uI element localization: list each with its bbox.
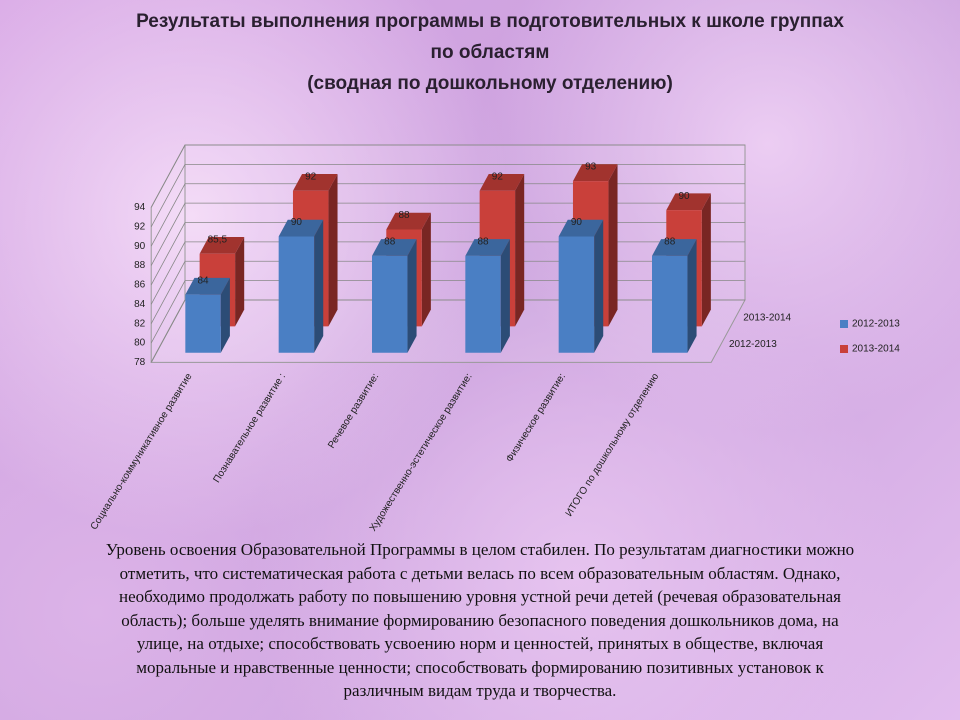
grid-line [150, 202, 745, 266]
value-label: 92 [305, 171, 317, 182]
text-line: улице, на отдыхе; способствовать усвоени… [136, 634, 824, 653]
bar [652, 239, 697, 353]
y-tick-label: 88 [134, 260, 146, 271]
bar-top [185, 277, 230, 295]
text-line: Уровень освоения Образовательной Програм… [105, 540, 855, 559]
text-line: различным видам труда и творчества. [343, 681, 617, 700]
legend-label: 2012-2013 [852, 319, 900, 330]
y-tick-label: 82 [134, 318, 146, 329]
grid-line [150, 260, 745, 324]
legend-swatch [840, 345, 848, 353]
bar [465, 239, 510, 353]
bar-top [372, 239, 417, 256]
value-label: 92 [492, 171, 504, 182]
bar-front [185, 294, 221, 353]
paragraph: Уровень освоения Образовательной Програм… [0, 538, 960, 703]
y-tick-label: 94 [134, 202, 146, 213]
bar [372, 239, 417, 353]
bar-front [465, 255, 501, 353]
bar-side [220, 277, 230, 353]
value-label: 88 [664, 237, 676, 248]
grid-line [150, 280, 745, 344]
grid-line [150, 241, 745, 305]
y-tick-label: 78 [134, 357, 146, 368]
bar-front [372, 255, 408, 353]
chart-title: Результаты выполнения программы в подгот… [136, 11, 844, 63]
bar-front [652, 255, 688, 353]
grid-line [150, 144, 745, 208]
value-label: 88 [384, 237, 396, 248]
x-tick-label: Познавательное развитие : [211, 372, 288, 485]
y-tick-label: 86 [134, 280, 146, 291]
depth-axis-label: 2012-2013 [729, 339, 777, 350]
text-line: отметить, что систематическая работа с д… [119, 563, 841, 583]
legend-label: 2013-2014 [852, 344, 900, 355]
value-label: 88 [478, 237, 490, 248]
bar-side [701, 193, 711, 327]
bar-top [479, 173, 525, 191]
text-line: необходимо продолжать работу по повышени… [118, 587, 841, 606]
bar-side [314, 219, 324, 353]
bar-top [292, 173, 338, 191]
x-tick-label: Социально-коммуникативное развитие [89, 371, 195, 532]
bar-side [594, 219, 604, 353]
text-line: моральные и нравственные ценности; спосо… [136, 657, 824, 677]
bar [558, 219, 604, 353]
x-tick-label: Речевое развитие: [326, 372, 381, 451]
bar-side [687, 239, 697, 353]
bar [185, 277, 230, 353]
bar-top [199, 236, 245, 254]
x-tick-label: Физическое развитие: [504, 372, 568, 465]
grid-line [150, 222, 745, 286]
grid-line [150, 163, 745, 227]
value-label: 90 [678, 191, 690, 202]
bar-side [235, 236, 245, 327]
value-label: 84 [198, 275, 210, 286]
bar-top [278, 219, 324, 237]
bar-side [407, 239, 417, 353]
bar-side [515, 173, 525, 327]
chart-subtitle: (сводная по дошкольному отделению) [307, 73, 673, 94]
bar-top [386, 212, 431, 230]
bar-side [421, 212, 431, 327]
value-label: 93 [585, 162, 597, 173]
bar-side [608, 164, 618, 327]
value-label: 88 [398, 210, 410, 221]
bar-top [572, 164, 618, 182]
x-tick-label: Художественно-эстетическое развитие: [368, 372, 475, 534]
title-block: Результаты выполнения программы в подгот… [130, 6, 850, 99]
depth-axis-label: 2013-2014 [743, 313, 791, 324]
y-tick-label: 84 [134, 299, 146, 310]
bar [278, 219, 324, 353]
text-line: область); больше уделять внимание формир… [121, 610, 839, 630]
value-label: 90 [291, 217, 303, 228]
legend-swatch [840, 320, 848, 328]
grid-line [150, 299, 745, 363]
bar-front [558, 236, 595, 353]
chart: 78 80 82 84 86 88 90 92 94 85,5 92 88 92 93 90 84 90 88 88… [89, 144, 900, 534]
bar-top [465, 239, 510, 256]
bar-side [500, 239, 510, 353]
x-tick-label: ИТОГО по дошкольному отделению [564, 371, 662, 519]
y-tick-label: 80 [134, 338, 146, 349]
bar-top [558, 219, 604, 237]
y-tick-label: 92 [134, 221, 146, 232]
value-label: 85,5 [208, 234, 228, 245]
bar-top [652, 239, 697, 256]
bar-top [666, 193, 711, 211]
grid-line [150, 183, 745, 247]
bar-side [328, 173, 338, 327]
bar-front [278, 236, 315, 353]
value-label: 90 [571, 217, 583, 228]
y-tick-label: 90 [134, 241, 146, 252]
